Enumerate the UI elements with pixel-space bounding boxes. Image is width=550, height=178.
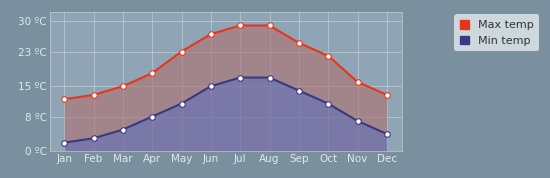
Point bbox=[353, 119, 362, 122]
Point bbox=[89, 93, 98, 96]
Point bbox=[148, 115, 157, 118]
Point bbox=[294, 89, 303, 92]
Point bbox=[324, 54, 333, 57]
Point bbox=[118, 85, 127, 88]
Point bbox=[236, 24, 245, 27]
Point bbox=[382, 93, 391, 96]
Point bbox=[236, 76, 245, 79]
Point bbox=[89, 137, 98, 140]
Legend: Max temp, Min temp: Max temp, Min temp bbox=[454, 14, 539, 51]
Point bbox=[206, 85, 215, 88]
Point bbox=[265, 24, 274, 27]
Point bbox=[177, 50, 186, 53]
Point bbox=[60, 98, 69, 101]
Point bbox=[382, 132, 391, 135]
Point bbox=[148, 72, 157, 75]
Point bbox=[206, 33, 215, 36]
Point bbox=[324, 102, 333, 105]
Point bbox=[353, 80, 362, 83]
Point bbox=[177, 102, 186, 105]
Point bbox=[294, 41, 303, 44]
Point bbox=[265, 76, 274, 79]
Point bbox=[118, 128, 127, 131]
Point bbox=[60, 141, 69, 144]
